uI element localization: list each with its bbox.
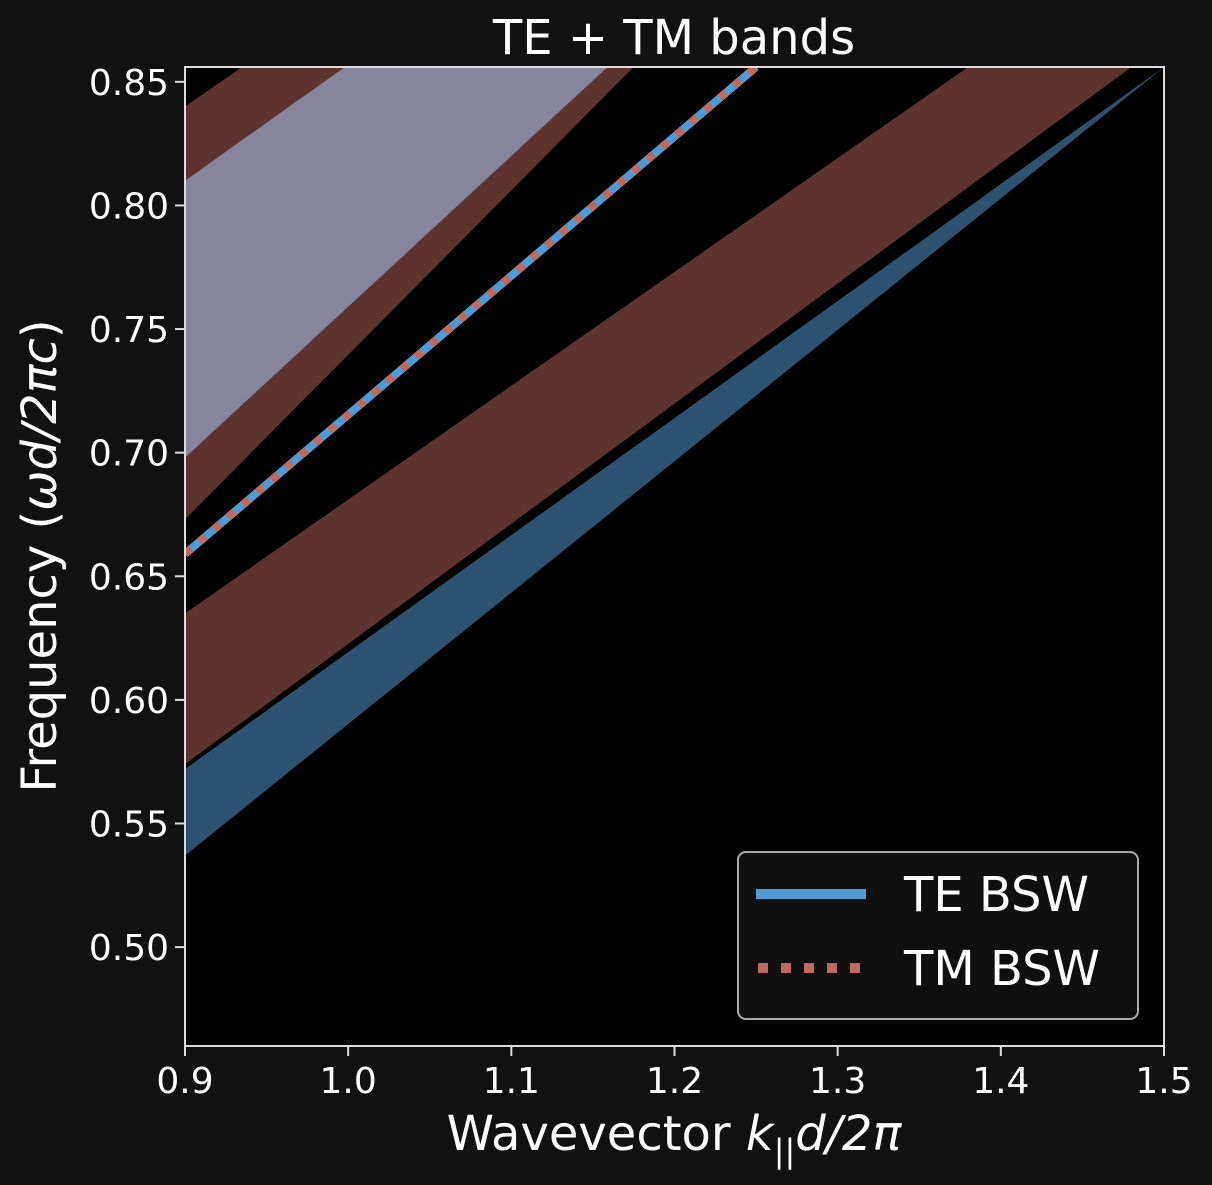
band-te-0 [185,67,1164,856]
lines-layer [185,67,759,558]
y-axis-label: Frequency (ωd/2πc) [12,319,68,792]
legend-label-tm-bsw: TM BSW [903,941,1100,997]
bands-layer [185,67,1164,856]
x-tick-label: 0.9 [156,1061,213,1102]
y-tick-label: 0.65 [89,557,169,598]
y-tick-label: 0.80 [89,186,169,227]
x-axis-ticks: 0.9 1.0 1.1 1.2 1.3 1.4 1.5 [156,1046,1193,1102]
y-tick-label: 0.75 [89,310,169,351]
x-tick-label: 1.5 [1135,1061,1192,1102]
y-tick-label: 0.55 [89,805,169,846]
x-tick-label: 1.0 [320,1061,377,1102]
x-tick-label: 1.3 [809,1061,866,1102]
x-tick-label: 1.4 [972,1061,1029,1102]
y-tick-label: 0.70 [89,434,169,475]
y-tick-label: 0.50 [89,928,169,969]
y-tick-label: 0.85 [89,63,169,104]
chart-title: TE + TM bands [492,10,855,66]
band-te-3 [185,67,608,458]
x-tick-label: 1.2 [646,1061,703,1102]
legend-label-te-bsw: TE BSW [903,867,1089,923]
band-tm-1 [185,67,1132,765]
y-axis-ticks: 0.50 0.55 0.60 0.65 0.70 0.75 0.80 0.85 [89,63,185,969]
series-line-te-bsw [185,67,759,558]
legend: TE BSW TM BSW [737,851,1139,1020]
x-axis-label: Wavevector k||d/2π [447,1106,903,1170]
x-tick-label: 1.1 [483,1061,540,1102]
y-tick-label: 0.60 [89,681,169,722]
